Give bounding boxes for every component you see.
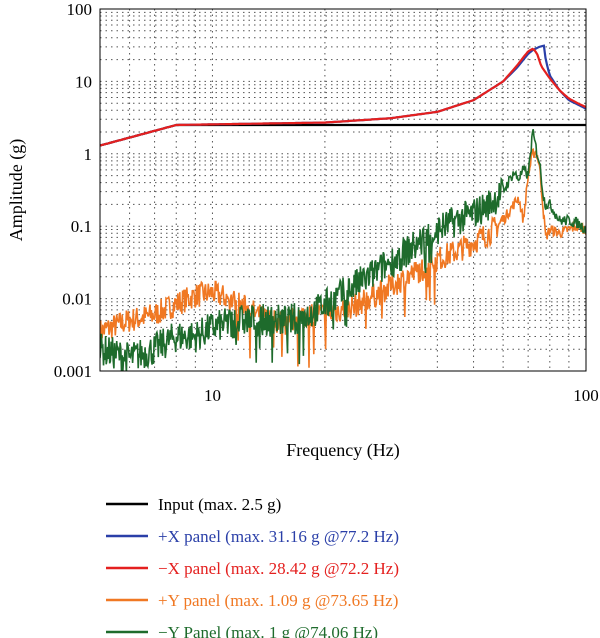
- series-line: [100, 123, 586, 147]
- y-axis-label: Amplitude (g): [6, 139, 27, 241]
- legend-item-label: −Y Panel (max. 1 g @74.06 Hz): [158, 623, 378, 638]
- series-layer: [100, 44, 586, 371]
- series-line: [100, 44, 586, 147]
- legend-item-label: +X panel (max. 31.16 g @77.2 Hz): [158, 527, 399, 546]
- legend: Input (max. 2.5 g) +X panel (max. 31.16 g…: [106, 495, 399, 638]
- legend-item-label: −X panel (max. 28.42 g @72.2 Hz): [158, 559, 399, 578]
- x-axis-label: Frequency (Hz): [286, 440, 399, 461]
- tick-layer: 10 100 0.001 0.01 0.1 1 10 100: [54, 0, 599, 405]
- y-tick-label: 0.01: [62, 290, 92, 309]
- legend-item-label: Input (max. 2.5 g): [158, 495, 281, 514]
- y-tick-label: 1: [84, 145, 93, 164]
- y-tick-label: 10: [75, 72, 92, 91]
- y-tick-label: 0.001: [54, 362, 92, 381]
- x-tick-label: 100: [573, 386, 599, 405]
- grid: [100, 9, 586, 371]
- legend-item-label: +Y panel (max. 1.09 g @73.65 Hz): [158, 591, 398, 610]
- x-tick-label: 10: [204, 386, 221, 405]
- plot-frame: [99, 8, 587, 372]
- y-tick-label: 0.1: [71, 217, 92, 236]
- y-tick-label: 100: [67, 0, 93, 19]
- series-line: [100, 148, 586, 368]
- series-line: [100, 129, 586, 371]
- series-line: [100, 47, 586, 147]
